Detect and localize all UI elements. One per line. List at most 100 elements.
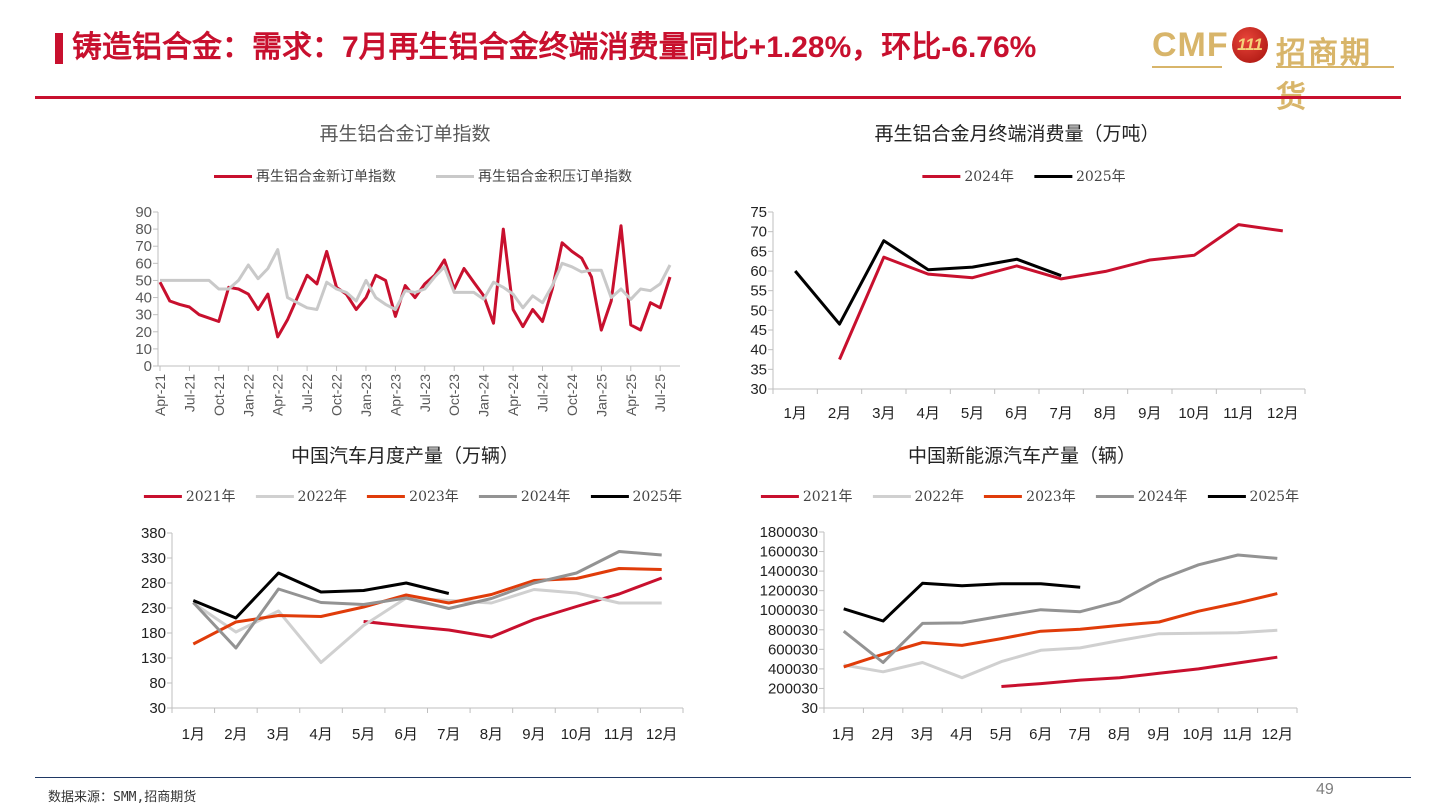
- x-tick-label: 10月: [1178, 405, 1210, 422]
- legend-item: 2023年: [984, 486, 1076, 506]
- legend-swatch: [760, 494, 799, 498]
- legend-item: 再生铝合金积压订单指数: [436, 166, 632, 186]
- legend-swatch: [255, 494, 294, 498]
- legend-item: 2022年: [872, 486, 965, 506]
- x-tick-label: 4月: [309, 726, 332, 743]
- chart-title-nev-production: 中国新能源汽车产量（辆）: [907, 446, 1137, 467]
- x-tick-label: 5月: [352, 726, 375, 743]
- legend-item: 2023年: [367, 486, 459, 506]
- x-tick-label: Oct-23: [446, 374, 462, 416]
- x-tick-label: 6月: [395, 726, 418, 743]
- chart-legend: 2024年 2025年: [922, 166, 1126, 186]
- x-tick-label: Jul-21: [181, 374, 197, 412]
- x-tick-label: Oct-21: [211, 374, 227, 416]
- legend-label: 2023年: [1026, 489, 1076, 505]
- y-tick-label: 30: [801, 700, 818, 717]
- x-tick-label: 1月: [783, 405, 806, 422]
- y-tick-label: 80: [135, 221, 152, 238]
- series-line-2: [192, 567, 662, 646]
- chart-title-auto-production: 中国汽车月度产量（万辆）: [290, 446, 520, 467]
- legend-label: 2025年: [632, 489, 683, 505]
- page-title: 铸造铝合金：需求：7月再生铝合金终端消费量同比+1.28%，环比-6.76%: [72, 31, 1037, 64]
- x-tick-label: Apr-21: [152, 374, 168, 416]
- x-tick-label: Oct-22: [329, 374, 345, 416]
- legend-swatch: [1207, 494, 1246, 498]
- x-tick-label: 8月: [1094, 405, 1117, 422]
- x-tick-label: 12月: [1267, 405, 1299, 422]
- legend-item: 2024年: [922, 166, 1014, 186]
- y-tick-label: 90: [135, 204, 152, 221]
- page-number: 49: [1316, 781, 1334, 798]
- x-tick-label: 7月: [437, 726, 460, 743]
- y-tick-label: 400030: [768, 661, 818, 678]
- series-line-0: [1001, 655, 1278, 688]
- logo-underline: [1152, 66, 1222, 68]
- legend-swatch: [214, 174, 252, 178]
- chart-legend: 2021年 2022年 2023年 2024年 2025年: [760, 486, 1300, 506]
- x-tick-label: Apr-25: [623, 374, 639, 416]
- logo-company-name: 招商期货: [1276, 37, 1372, 114]
- x-tick-label: 12月: [1261, 726, 1293, 743]
- legend-label: 2024年: [964, 169, 1014, 185]
- x-tick-label: Apr-22: [270, 374, 286, 416]
- y-tick-label: 200030: [768, 680, 818, 697]
- footer-divider: [35, 777, 1411, 778]
- x-tick-label: 1月: [832, 726, 855, 743]
- y-tick-label: 75: [750, 204, 767, 221]
- y-tick-label: 130: [141, 650, 166, 667]
- x-tick-label: Jan-24: [476, 374, 492, 417]
- legend-label: 2024年: [1137, 489, 1188, 505]
- data-source-note: 数据来源：SMM,招商期货: [48, 790, 197, 805]
- legend-swatch: [984, 494, 1023, 498]
- y-tick-label: 80: [149, 675, 166, 692]
- y-tick-label: 1400030: [760, 563, 818, 580]
- x-tick-label: Oct-24: [564, 374, 580, 416]
- legend-item: 2022年: [255, 486, 347, 506]
- y-tick-label: 20: [135, 324, 152, 341]
- legend-label: 2024年: [520, 489, 571, 505]
- legend-label: 再生铝合金积压订单指数: [478, 169, 632, 185]
- series-line-1: [843, 628, 1278, 680]
- company-logo: CMF 111 招商期货: [1152, 24, 1397, 114]
- legend-swatch: [143, 494, 182, 498]
- legend-swatch: [436, 174, 474, 178]
- legend-label: 2025年: [1076, 169, 1126, 185]
- x-tick-label: Apr-23: [387, 374, 403, 416]
- series-line-1: [160, 248, 672, 311]
- y-tick-label: 35: [750, 361, 767, 378]
- y-tick-label: 50: [750, 302, 767, 319]
- x-tick-label: Apr-24: [505, 374, 521, 416]
- x-tick-label: 10月: [1183, 726, 1215, 743]
- x-tick-label: 3月: [911, 726, 934, 743]
- x-tick-label: Jan-25: [593, 374, 609, 417]
- x-tick-label: 7月: [1049, 405, 1072, 422]
- y-tick-label: 280: [141, 575, 166, 592]
- x-tick-label: 4月: [950, 726, 973, 743]
- legend-label: 2023年: [409, 489, 459, 505]
- title-accent-bar: [55, 33, 63, 64]
- x-tick-label: 8月: [1108, 726, 1131, 743]
- legend-label: 2025年: [1249, 489, 1300, 505]
- y-tick-label: 55: [750, 283, 767, 300]
- header-divider: [35, 96, 1401, 99]
- series-line-3: [842, 553, 1278, 664]
- y-tick-label: 60: [135, 255, 152, 272]
- y-tick-label: 230: [141, 600, 166, 617]
- chart-1: 30 35 40 45 50 55 60 65 70 75 1月 2月 3月 4月 5月 6月 7月 8月 9月 10…: [750, 204, 1306, 422]
- legend-item: 2021年: [760, 486, 853, 506]
- x-tick-label: Jul-24: [535, 374, 551, 412]
- x-tick-label: 11月: [604, 726, 635, 743]
- legend-item: 2025年: [590, 486, 682, 506]
- legend-label: 2021年: [185, 489, 236, 505]
- legend-item: 2024年: [478, 486, 571, 506]
- legend-label: 2022年: [914, 489, 965, 505]
- legend-swatch: [1095, 494, 1134, 498]
- x-tick-label: 8月: [480, 726, 503, 743]
- y-tick-label: 380: [141, 525, 166, 542]
- y-tick-label: 1200030: [760, 583, 818, 600]
- y-tick-label: 70: [135, 238, 152, 255]
- x-tick-label: 7月: [1069, 726, 1092, 743]
- y-tick-label: 1600030: [760, 544, 818, 561]
